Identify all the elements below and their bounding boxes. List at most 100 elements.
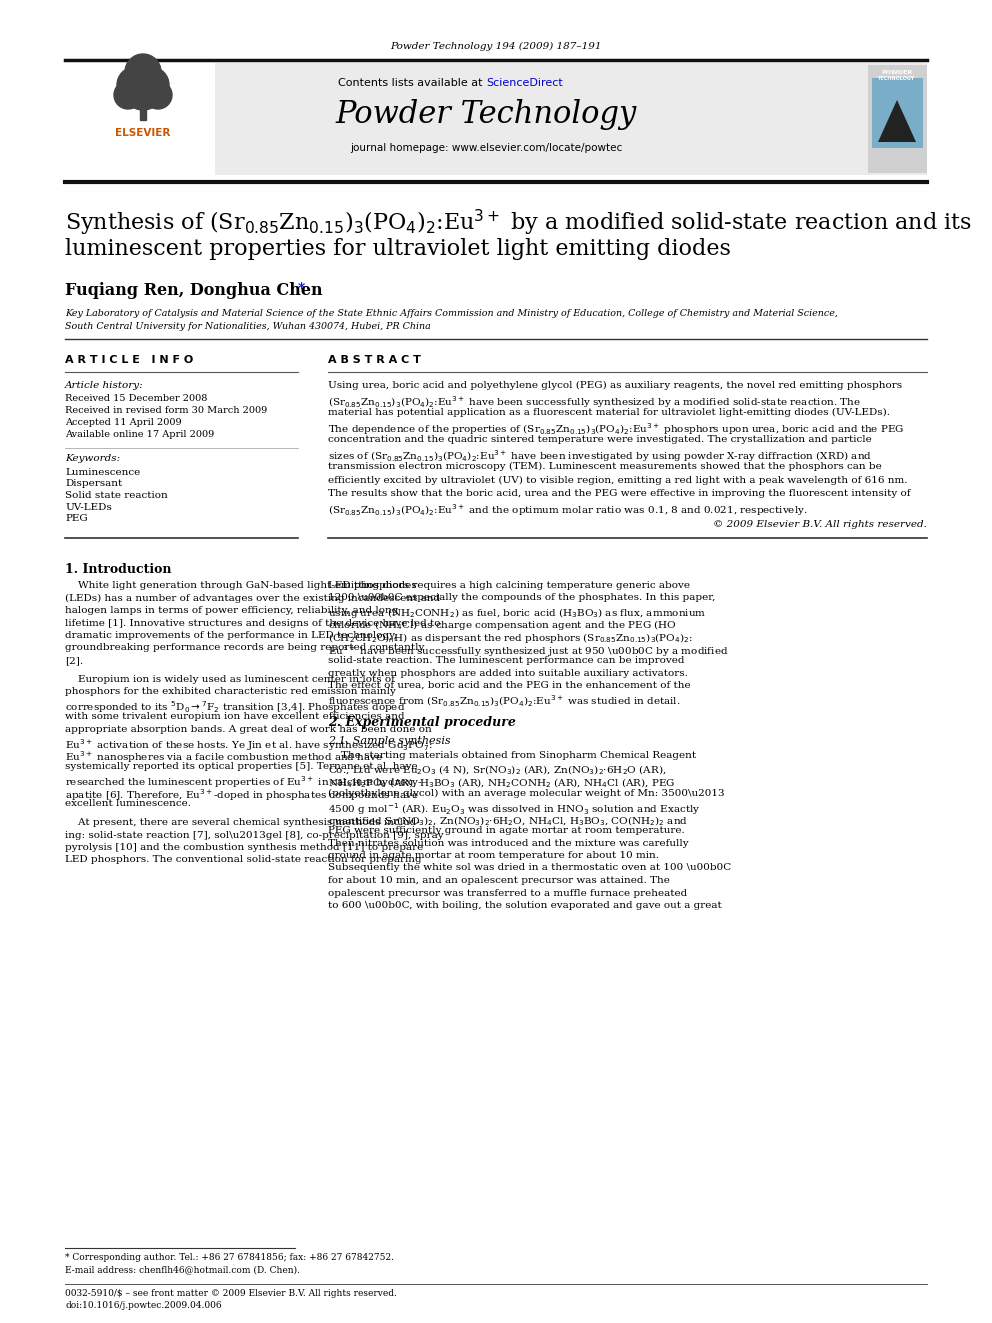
Text: ScienceDirect: ScienceDirect bbox=[486, 78, 562, 89]
Text: Fuqiang Ren, Donghua Chen: Fuqiang Ren, Donghua Chen bbox=[65, 282, 328, 299]
Text: *: * bbox=[298, 282, 306, 296]
Text: appropriate absorption bands. A great deal of work has been done on: appropriate absorption bands. A great de… bbox=[65, 725, 432, 733]
Text: The starting materials obtained from Sinopharm Chemical Reagent: The starting materials obtained from Sin… bbox=[328, 751, 696, 759]
Text: journal homepage: www.elsevier.com/locate/powtec: journal homepage: www.elsevier.com/locat… bbox=[350, 143, 622, 153]
Text: LED phosphors requires a high calcining temperature generic above: LED phosphors requires a high calcining … bbox=[328, 581, 690, 590]
Text: using urea (NH$_2$CONH$_2$) as fuel, boric acid (H$_3$BO$_3$) as flux, ammonium: using urea (NH$_2$CONH$_2$) as fuel, bor… bbox=[328, 606, 706, 620]
Text: 1. Introduction: 1. Introduction bbox=[65, 564, 172, 576]
Bar bbox=[872, 78, 923, 148]
Text: Europium ion is widely used as luminescent center in lots of: Europium ion is widely used as luminesce… bbox=[65, 675, 395, 684]
Text: researched the luminescent properties of Eu$^{3+}$ in calcium hydroxy-: researched the luminescent properties of… bbox=[65, 774, 423, 790]
Text: South Central University for Nationalities, Wuhan 430074, Hubei, PR China: South Central University for Nationaliti… bbox=[65, 321, 431, 331]
Bar bbox=[65, 64, 215, 175]
Circle shape bbox=[114, 81, 142, 108]
Text: Then nitrates solution was introduced and the mixture was carefully: Then nitrates solution was introduced an… bbox=[328, 839, 688, 848]
Text: excellent luminescence.: excellent luminescence. bbox=[65, 799, 191, 808]
Text: Eu$^{3+}$ nanospheres via a facile combustion method and have: Eu$^{3+}$ nanospheres via a facile combu… bbox=[65, 750, 383, 765]
Polygon shape bbox=[878, 101, 916, 142]
Text: Key Laboratory of Catalysis and Material Science of the State Ethnic Affairs Com: Key Laboratory of Catalysis and Material… bbox=[65, 310, 838, 318]
Text: A R T I C L E   I N F O: A R T I C L E I N F O bbox=[65, 355, 193, 365]
Text: PEG were sufficiently ground in agate mortar at room temperature.: PEG were sufficiently ground in agate mo… bbox=[328, 826, 684, 835]
Text: [2].: [2]. bbox=[65, 656, 83, 665]
Text: 1200 \u00b0C especially the compounds of the phosphates. In this paper,: 1200 \u00b0C especially the compounds of… bbox=[328, 594, 715, 602]
Text: POWDER: POWDER bbox=[882, 70, 913, 74]
Bar bbox=[140, 105, 146, 120]
Text: Subsequently the white sol was dried in a thermostatic oven at 100 \u00b0C: Subsequently the white sol was dried in … bbox=[328, 864, 731, 872]
Text: Dispersant: Dispersant bbox=[65, 479, 122, 488]
Text: 0032-5910/$ – see front matter © 2009 Elsevier B.V. All rights reserved.: 0032-5910/$ – see front matter © 2009 El… bbox=[65, 1289, 397, 1298]
Text: Accepted 11 April 2009: Accepted 11 April 2009 bbox=[65, 418, 182, 427]
Text: luminescent properties for ultraviolet light emitting diodes: luminescent properties for ultraviolet l… bbox=[65, 238, 731, 261]
Text: Received 15 December 2008: Received 15 December 2008 bbox=[65, 394, 207, 404]
Text: greatly when phosphors are added into suitable auxiliary activators.: greatly when phosphors are added into su… bbox=[328, 668, 687, 677]
Text: A B S T R A C T: A B S T R A C T bbox=[328, 355, 421, 365]
Text: (Sr$_{0.85}$Zn$_{0.15}$)$_3$(PO$_4$)$_2$:Eu$^{3+}$ have been successfully synthe: (Sr$_{0.85}$Zn$_{0.15}$)$_3$(PO$_4$)$_2$… bbox=[328, 394, 861, 410]
Text: systemically reported its optical properties [5]. Ternane et al. have: systemically reported its optical proper… bbox=[65, 762, 418, 771]
Text: Contents lists available at: Contents lists available at bbox=[338, 78, 486, 89]
Text: PEG: PEG bbox=[65, 515, 87, 523]
Text: ground in agate mortar at room temperature for about 10 min.: ground in agate mortar at room temperatu… bbox=[328, 851, 659, 860]
Text: Received in revised form 30 March 2009: Received in revised form 30 March 2009 bbox=[65, 406, 267, 415]
Text: * Corresponding author. Tel.: +86 27 67841856; fax: +86 27 67842752.: * Corresponding author. Tel.: +86 27 678… bbox=[65, 1253, 394, 1262]
Text: groundbreaking performance records are being reported constantly: groundbreaking performance records are b… bbox=[65, 643, 425, 652]
Circle shape bbox=[117, 67, 153, 103]
Text: apatite [6]. Therefore, Eu$^{3+}$-doped in phosphates compounds have: apatite [6]. Therefore, Eu$^{3+}$-doped … bbox=[65, 787, 419, 803]
Text: material has potential application as a fluorescent material for ultraviolet lig: material has potential application as a … bbox=[328, 407, 890, 417]
Text: At present, there are several chemical synthesis methods includ-: At present, there are several chemical s… bbox=[65, 818, 420, 827]
Bar bbox=[65, 64, 927, 175]
Text: ELSEVIER: ELSEVIER bbox=[115, 128, 171, 138]
Circle shape bbox=[133, 67, 169, 103]
Text: to 600 \u00b0C, with boiling, the solution evaporated and gave out a great: to 600 \u00b0C, with boiling, the soluti… bbox=[328, 901, 722, 910]
Text: Eu$^{3+}$ activation of these hosts. Ye Jin et al. have synthesized Gd$_3$PO$_7$: Eu$^{3+}$ activation of these hosts. Ye … bbox=[65, 737, 433, 753]
Text: Powder Technology: Powder Technology bbox=[335, 98, 637, 130]
Text: opalescent precursor was transferred to a muffle furnace preheated: opalescent precursor was transferred to … bbox=[328, 889, 687, 897]
Text: TECHNOLOGY: TECHNOLOGY bbox=[878, 77, 916, 82]
Text: solid-state reaction. The luminescent performance can be improved: solid-state reaction. The luminescent pe… bbox=[328, 656, 684, 665]
Text: for about 10 min, and an opalescent precursor was attained. The: for about 10 min, and an opalescent prec… bbox=[328, 876, 670, 885]
Text: Luminescence: Luminescence bbox=[65, 468, 140, 478]
Text: corresponded to its $^5$D$_0$$\rightarrow$$^7$F$_2$ transition [3,4]. Phosphates: corresponded to its $^5$D$_0$$\rightarro… bbox=[65, 700, 406, 716]
Text: (LEDs) has a number of advantages over the existing incandescent and: (LEDs) has a number of advantages over t… bbox=[65, 594, 440, 602]
Text: UV-LEDs: UV-LEDs bbox=[65, 503, 112, 512]
Text: 2. Experimental procedure: 2. Experimental procedure bbox=[328, 716, 516, 729]
Text: with some trivalent europium ion have excellent efficiencies and: with some trivalent europium ion have ex… bbox=[65, 712, 405, 721]
Circle shape bbox=[125, 54, 161, 90]
Text: Using urea, boric acid and polyethylene glycol (PEG) as auxiliary reagents, the : Using urea, boric acid and polyethylene … bbox=[328, 381, 902, 390]
Text: Article history:: Article history: bbox=[65, 381, 144, 390]
Text: The effect of urea, boric acid and the PEG in the enhancement of the: The effect of urea, boric acid and the P… bbox=[328, 681, 690, 691]
Text: concentration and the quadric sintered temperature were investigated. The crysta: concentration and the quadric sintered t… bbox=[328, 435, 872, 445]
Text: transmission electron microscopy (TEM). Luminescent measurements showed that the: transmission electron microscopy (TEM). … bbox=[328, 462, 882, 471]
Text: (Sr$_{0.85}$Zn$_{0.15}$)$_3$(PO$_4$)$_2$:Eu$^{3+}$ and the optimum molar ratio w: (Sr$_{0.85}$Zn$_{0.15}$)$_3$(PO$_4$)$_2$… bbox=[328, 503, 807, 519]
Text: (polyethylene glycol) with an average molecular weight of Mn: 3500\u2013: (polyethylene glycol) with an average mo… bbox=[328, 789, 724, 798]
Text: sizes of (Sr$_{0.85}$Zn$_{0.15}$)$_3$(PO$_4$)$_2$:Eu$^{3+}$ have been investigat: sizes of (Sr$_{0.85}$Zn$_{0.15}$)$_3$(PO… bbox=[328, 448, 872, 464]
Bar bbox=[868, 65, 927, 173]
Text: (CH$_2$CH$_2$O)$_n$H) as dispersant the red phosphors (Sr$_{0.85}$Zn$_{0.15}$)$_: (CH$_2$CH$_2$O)$_n$H) as dispersant the … bbox=[328, 631, 693, 646]
Text: pyrolysis [10] and the combustion synthesis method [11] to prepare: pyrolysis [10] and the combustion synthe… bbox=[65, 843, 424, 852]
Text: The results show that the boric acid, urea and the PEG were effective in improvi: The results show that the boric acid, ur… bbox=[328, 490, 911, 497]
Text: Solid state reaction: Solid state reaction bbox=[65, 491, 168, 500]
Circle shape bbox=[144, 81, 172, 108]
Text: phosphors for the exhibited characteristic red emission mainly: phosphors for the exhibited characterist… bbox=[65, 687, 396, 696]
Text: The dependence of the properties of (Sr$_{0.85}$Zn$_{0.15}$)$_3$(PO$_4$)$_2$:Eu$: The dependence of the properties of (Sr$… bbox=[328, 422, 905, 438]
Text: E-mail address: chenflh46@hotmail.com (D. Chen).: E-mail address: chenflh46@hotmail.com (D… bbox=[65, 1265, 300, 1274]
Text: chloride (NH$_4$Cl) as charge compensation agent and the PEG (HO: chloride (NH$_4$Cl) as charge compensati… bbox=[328, 618, 677, 632]
Text: doi:10.1016/j.powtec.2009.04.006: doi:10.1016/j.powtec.2009.04.006 bbox=[65, 1301, 221, 1310]
Text: © 2009 Elsevier B.V. All rights reserved.: © 2009 Elsevier B.V. All rights reserved… bbox=[713, 520, 927, 529]
Text: efficiently excited by ultraviolet (UV) to visible region, emitting a red light : efficiently excited by ultraviolet (UV) … bbox=[328, 475, 908, 484]
Text: Keywords:: Keywords: bbox=[65, 454, 120, 463]
Text: Eu$^{3+}$ have been successfully synthesized just at 950 \u00b0C by a modified: Eu$^{3+}$ have been successfully synthes… bbox=[328, 643, 728, 659]
Text: ing: solid-state reaction [7], sol\u2013gel [8], co-precipitation [9], spray: ing: solid-state reaction [7], sol\u2013… bbox=[65, 831, 443, 840]
Circle shape bbox=[123, 70, 163, 110]
Text: halogen lamps in terms of power efficiency, reliability, and long: halogen lamps in terms of power efficien… bbox=[65, 606, 399, 615]
Text: Available online 17 April 2009: Available online 17 April 2009 bbox=[65, 430, 214, 439]
Text: quantified Sr(NO$_3$)$_2$, Zn(NO$_3$)$_2$$\cdot$6H$_2$O, NH$_4$Cl, H$_3$BO$_3$, : quantified Sr(NO$_3$)$_2$, Zn(NO$_3$)$_2… bbox=[328, 814, 688, 827]
Text: 4500 g mol$^{-1}$ (AR). Eu$_2$O$_3$ was dissolved in HNO$_3$ solution and Exactl: 4500 g mol$^{-1}$ (AR). Eu$_2$O$_3$ was … bbox=[328, 800, 700, 816]
Text: White light generation through GaN-based light-emitting diodes: White light generation through GaN-based… bbox=[65, 581, 417, 590]
Text: 2.1. Sample synthesis: 2.1. Sample synthesis bbox=[328, 736, 450, 746]
Text: Co., Ltd were Eu$_2$O$_3$ (4 N), Sr(NO$_3$)$_2$ (AR), Zn(NO$_3$)$_2$$\cdot$6H$_2: Co., Ltd were Eu$_2$O$_3$ (4 N), Sr(NO$_… bbox=[328, 763, 667, 777]
Text: NH$_4$H$_2$PO$_4$ (AR), H$_3$BO$_3$ (AR), NH$_2$CONH$_2$ (AR), NH$_4$Cl (AR), PE: NH$_4$H$_2$PO$_4$ (AR), H$_3$BO$_3$ (AR)… bbox=[328, 777, 676, 790]
Text: LED phosphors. The conventional solid-state reaction for preparing: LED phosphors. The conventional solid-st… bbox=[65, 856, 422, 864]
Text: fluorescence from (Sr$_{0.85}$Zn$_{0.15}$)$_3$(PO$_4$)$_2$:Eu$^{3+}$ was studied: fluorescence from (Sr$_{0.85}$Zn$_{0.15}… bbox=[328, 693, 681, 709]
Text: Powder Technology 194 (2009) 187–191: Powder Technology 194 (2009) 187–191 bbox=[390, 42, 602, 52]
Text: dramatic improvements of the performance in LED technology,: dramatic improvements of the performance… bbox=[65, 631, 397, 640]
